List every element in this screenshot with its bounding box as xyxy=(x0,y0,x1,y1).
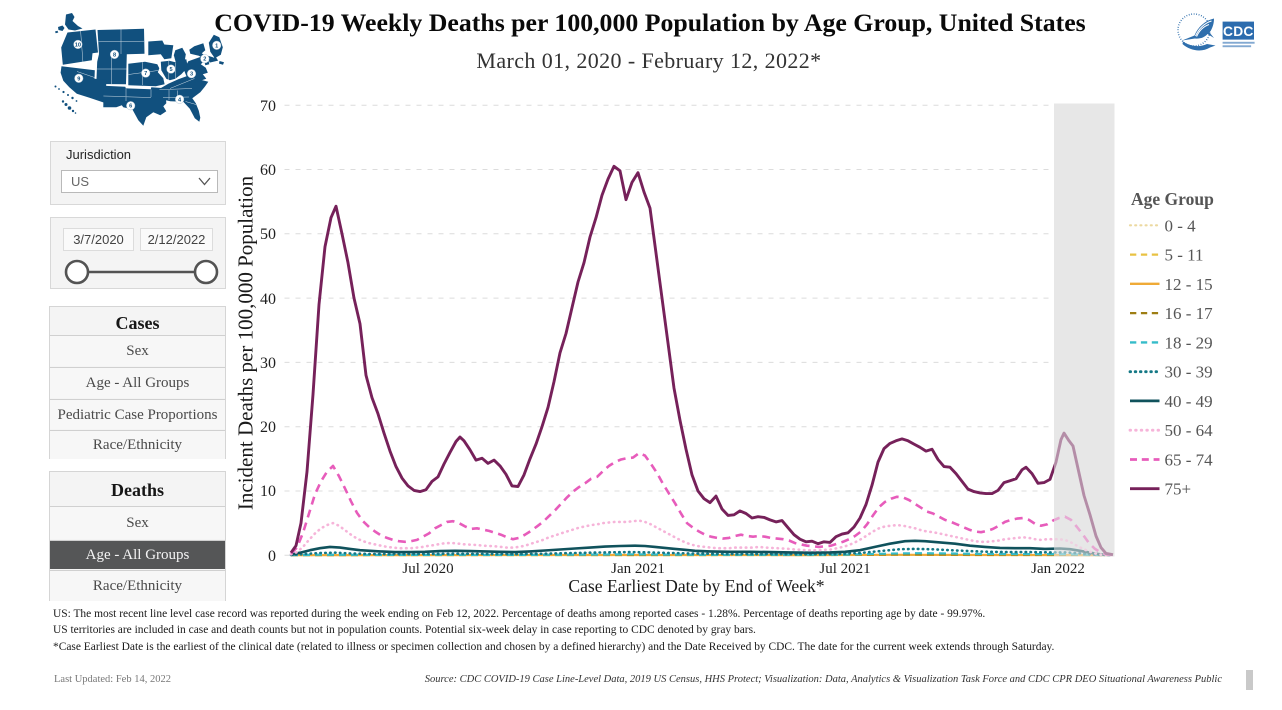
svg-text:8: 8 xyxy=(113,52,116,58)
svg-text:12 - 15: 12 - 15 xyxy=(1165,275,1213,294)
svg-text:3: 3 xyxy=(190,72,193,78)
svg-text:10: 10 xyxy=(75,42,81,48)
svg-text:30 - 39: 30 - 39 xyxy=(1165,363,1213,382)
svg-text:0 - 4: 0 - 4 xyxy=(1165,216,1197,235)
svg-text:40 - 49: 40 - 49 xyxy=(1165,392,1213,411)
svg-text:2: 2 xyxy=(203,57,206,63)
svg-text:1: 1 xyxy=(215,43,218,49)
svg-text:7: 7 xyxy=(144,71,147,77)
svg-text:75+: 75+ xyxy=(1165,480,1192,499)
svg-text:CDC: CDC xyxy=(1223,24,1254,39)
svg-text:5: 5 xyxy=(169,67,172,73)
svg-text:9: 9 xyxy=(77,76,80,82)
svg-text:18 - 29: 18 - 29 xyxy=(1165,333,1213,352)
svg-text:50 - 64: 50 - 64 xyxy=(1165,421,1214,440)
svg-text:5 - 11: 5 - 11 xyxy=(1165,246,1204,265)
svg-text:16 - 17: 16 - 17 xyxy=(1165,304,1214,323)
svg-text:6: 6 xyxy=(129,104,132,110)
svg-text:4: 4 xyxy=(178,97,182,103)
svg-text:65 - 74: 65 - 74 xyxy=(1165,451,1214,470)
